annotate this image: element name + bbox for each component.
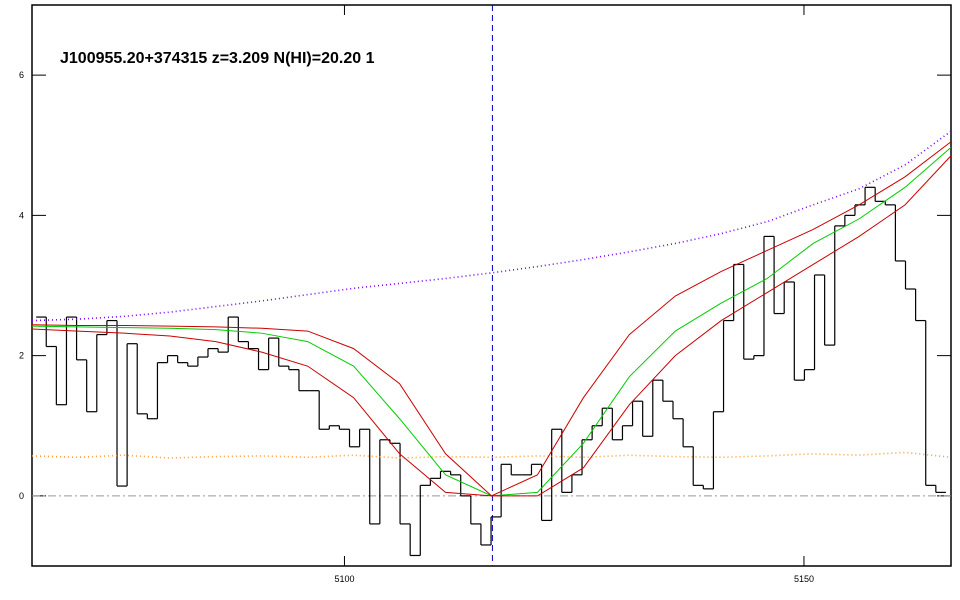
model-curve bbox=[31, 146, 952, 497]
model-curve bbox=[31, 141, 952, 497]
flux-step-risers bbox=[45, 187, 937, 556]
model-curve bbox=[31, 155, 952, 497]
model-curve bbox=[31, 451, 952, 459]
y-tick-label: 0 bbox=[19, 491, 24, 501]
x-tick-label: 5100 bbox=[334, 574, 354, 584]
y-tick-label: 2 bbox=[19, 351, 24, 361]
plot-frame bbox=[31, 4, 952, 567]
chart-title: J100955.20+374315 z=3.209 N(HI)=20.20 1 bbox=[60, 50, 375, 67]
x-tick-label: 5150 bbox=[794, 574, 814, 584]
y-tick-label: 4 bbox=[19, 210, 24, 220]
y-tick-label: 6 bbox=[19, 70, 24, 80]
model-curve bbox=[31, 130, 952, 322]
